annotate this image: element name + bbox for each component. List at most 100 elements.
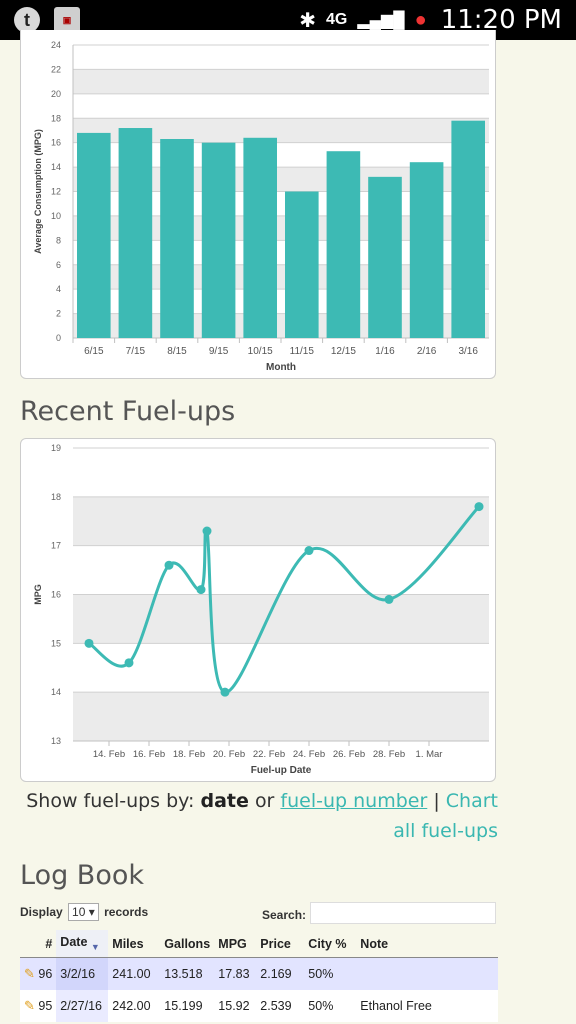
y-tick-label: 16 xyxy=(51,590,61,600)
y-tick-label: 18 xyxy=(51,113,61,123)
y-axis-label: MPG xyxy=(33,584,43,605)
col-note-header[interactable]: Note xyxy=(356,930,498,958)
bar xyxy=(368,176,402,338)
y-tick-label: 16 xyxy=(51,138,61,148)
x-tick-label: 14. Feb xyxy=(93,749,125,760)
network-type-label: 4G xyxy=(325,11,348,28)
row-number-cell: ✎ 95 xyxy=(20,990,57,1022)
y-tick-label: 8 xyxy=(56,235,61,245)
search-label: Search: xyxy=(262,908,307,922)
y-tick-label: 19 xyxy=(51,443,61,453)
city-cell: 50% xyxy=(304,957,357,990)
show-by-date: date xyxy=(200,790,249,812)
col-date-header[interactable]: Date ▼ xyxy=(56,930,109,958)
x-tick-label: 1. Mar xyxy=(416,749,443,760)
gallons-cell: 13.518 xyxy=(160,957,215,990)
logbook-table: # Date ▼ Miles Gallons MPG Price City % … xyxy=(20,930,498,1022)
data-point xyxy=(474,502,484,512)
miles-cell: 241.00 xyxy=(108,957,161,990)
fuelup-number-link[interactable]: fuel-up number xyxy=(280,790,428,812)
x-tick-label: 20. Feb xyxy=(213,749,245,760)
row-number: 95 xyxy=(38,999,53,1013)
date-cell: 2/27/16 xyxy=(56,990,109,1022)
col-gallons-header[interactable]: Gallons xyxy=(160,930,215,958)
city-cell: 50% xyxy=(304,990,357,1022)
show-by-label: Show fuel-ups by: xyxy=(26,790,195,812)
x-tick-label: 26. Feb xyxy=(333,749,365,760)
col-city-header[interactable]: City % xyxy=(304,930,357,958)
show-by-separator: | xyxy=(433,790,440,812)
data-point xyxy=(220,687,230,697)
date-cell: 3/2/16 xyxy=(56,957,109,990)
mpg-cell: 17.83 xyxy=(214,957,257,990)
grid-band xyxy=(73,594,489,644)
recent-chart-card: 13 14 15 16 17 18 19 14. Feb 16. Feb 18. Feb 20. F… xyxy=(20,438,496,782)
display-count-select[interactable]: 10 ▾ xyxy=(68,903,99,921)
y-tick-label: 18 xyxy=(51,492,61,502)
grid-band xyxy=(73,496,489,546)
display-count-value: 10 xyxy=(72,905,86,919)
row-number: 96 xyxy=(38,967,53,981)
bar xyxy=(243,137,277,338)
x-tick-label: 28. Feb xyxy=(373,749,405,760)
gallons-cell: 15.199 xyxy=(160,990,215,1022)
table-header-row: # Date ▼ Miles Gallons MPG Price City % … xyxy=(20,930,498,958)
x-axis-label: Month xyxy=(266,362,296,373)
x-tick-label: 8/15 xyxy=(167,346,187,357)
recent-fuelups-title: Recent Fuel-ups xyxy=(20,396,236,427)
data-point xyxy=(124,658,134,668)
x-tick-label: 24. Feb xyxy=(293,749,325,760)
y-tick-label: 22 xyxy=(51,64,61,74)
app-notification-icon: ▣ xyxy=(54,7,80,33)
note-cell xyxy=(356,957,498,990)
col-number-header[interactable]: # xyxy=(20,930,57,958)
x-tick-label: 10/15 xyxy=(248,346,273,357)
recent-mpg-line-chart: 13 14 15 16 17 18 19 14. Feb 16. Feb 18. Feb 20. F… xyxy=(33,443,489,776)
tumblr-icon: t xyxy=(14,7,40,33)
y-tick-label: 15 xyxy=(51,638,61,648)
bar xyxy=(326,151,361,338)
x-tick-label: 3/16 xyxy=(458,346,478,357)
bluetooth-icon: ✱ xyxy=(299,9,316,32)
row-number-cell: ✎ 96 xyxy=(20,957,57,990)
price-cell: 2.539 xyxy=(256,990,305,1022)
data-point xyxy=(164,560,174,570)
data-point xyxy=(196,585,206,595)
miles-cell: 242.00 xyxy=(108,990,161,1022)
signal-icon: ▂▄▆█ xyxy=(357,12,405,29)
show-by-controls: Show fuel-ups by: date or fuel-up number… xyxy=(20,786,498,846)
data-point xyxy=(304,546,314,556)
display-control: Display 10 ▾ records xyxy=(20,903,148,921)
price-cell: 2.169 xyxy=(256,957,305,990)
y-tick-label: 4 xyxy=(56,284,61,294)
bar xyxy=(77,132,111,338)
x-tick-label: 2/16 xyxy=(417,346,437,357)
col-date-label: Date xyxy=(60,935,88,949)
data-point xyxy=(202,526,212,536)
bar xyxy=(160,139,194,338)
y-tick-label: 20 xyxy=(51,89,61,99)
col-price-header[interactable]: Price xyxy=(256,930,305,958)
col-mpg-header[interactable]: MPG xyxy=(214,930,257,958)
x-tick-label: 12/15 xyxy=(331,346,356,357)
bar xyxy=(451,120,485,338)
grid-band xyxy=(73,692,489,741)
col-miles-header[interactable]: Miles xyxy=(108,930,161,958)
display-label: Display xyxy=(20,905,63,919)
chart-all-fuelups-link[interactable]: Chart all fuel-ups xyxy=(393,790,498,842)
x-tick-label: 9/15 xyxy=(209,346,229,357)
table-row: ✎ 95 2/27/16 242.00 15.199 15.92 2.539 5… xyxy=(20,990,498,1022)
search-input[interactable] xyxy=(310,902,496,924)
edit-pencil-icon[interactable]: ✎ xyxy=(24,966,35,981)
bar xyxy=(118,128,153,338)
y-tick-label: 12 xyxy=(51,187,61,197)
x-tick-label: 18. Feb xyxy=(173,749,205,760)
y-tick-label: 14 xyxy=(51,687,61,697)
mpg-cell: 15.92 xyxy=(214,990,257,1022)
x-tick-label: 6/15 xyxy=(84,346,104,357)
y-tick-label: 2 xyxy=(56,309,61,319)
records-label: records xyxy=(104,905,149,919)
y-tick-label: 10 xyxy=(51,211,61,221)
edit-pencil-icon[interactable]: ✎ xyxy=(24,998,35,1013)
